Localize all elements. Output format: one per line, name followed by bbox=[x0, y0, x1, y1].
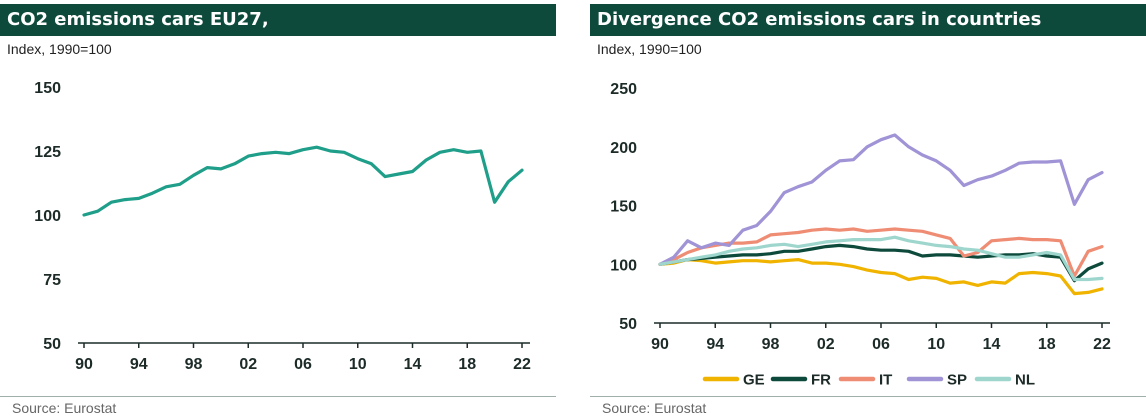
source-note: Source: Eurostat bbox=[12, 400, 117, 416]
source-divider bbox=[0, 396, 556, 397]
x-tick-label: 02 bbox=[239, 356, 257, 373]
y-tick-label: 100 bbox=[34, 208, 61, 225]
y-tick-label: 100 bbox=[610, 257, 637, 274]
line-chart-eu27: 50 75 100 125 150 90 94 98 02 06 10 14 18 22 bbox=[34, 80, 531, 373]
chart-panel-eu27: CO2 emissions cars EU27, Index, 1990=100… bbox=[0, 0, 556, 420]
y-tick-label: 75 bbox=[43, 272, 61, 289]
x-tick-label: 98 bbox=[762, 336, 780, 353]
source-divider bbox=[590, 396, 1146, 397]
x-tick-label: 14 bbox=[983, 336, 1001, 353]
legend-label-ge: GE bbox=[743, 372, 765, 389]
x-tick-label: 06 bbox=[294, 356, 312, 373]
legend-label-sp: SP bbox=[947, 372, 967, 389]
x-tick-label: 90 bbox=[75, 356, 93, 373]
y-tick-label: 50 bbox=[619, 316, 637, 333]
y-tick-label: 150 bbox=[610, 199, 637, 216]
x-tick-label: 06 bbox=[872, 336, 890, 353]
x-tick-label: 22 bbox=[513, 356, 531, 373]
x-tick-label: 18 bbox=[458, 356, 476, 373]
x-tick-label: 94 bbox=[706, 336, 724, 353]
legend-label-nl: NL bbox=[1015, 372, 1035, 389]
chart-title-bar: CO2 emissions cars EU27, bbox=[0, 4, 556, 36]
y-tick-label: 200 bbox=[610, 140, 637, 157]
legend-label-it: IT bbox=[879, 372, 892, 389]
x-tick-label: 22 bbox=[1093, 336, 1111, 353]
chart-title-bar: Divergence CO2 emissions cars in countri… bbox=[590, 4, 1146, 36]
series-line-sp bbox=[658, 133, 1104, 266]
x-tick-label: 10 bbox=[349, 356, 367, 373]
x-tick-label: 14 bbox=[404, 356, 422, 373]
chart-title: Divergence CO2 emissions cars in countri… bbox=[597, 9, 1042, 30]
x-tick-label: 02 bbox=[817, 336, 835, 353]
series-line-it bbox=[658, 227, 1104, 278]
series-line-ge bbox=[658, 258, 1104, 296]
x-tick-label: 10 bbox=[927, 336, 945, 353]
y-tick-label: 125 bbox=[34, 144, 61, 161]
x-tick-label: 18 bbox=[1038, 336, 1056, 353]
series-line-eu27 bbox=[82, 145, 524, 217]
series-line-nl bbox=[658, 235, 1104, 282]
x-tick-label: 94 bbox=[130, 356, 148, 373]
chart-panel-countries: Divergence CO2 emissions cars in countri… bbox=[590, 0, 1146, 420]
x-tick-label: 98 bbox=[185, 356, 203, 373]
line-chart-countries: 50 100 150 200 250 90 94 98 02 06 10 14 18 22 GE FR IT SP… bbox=[610, 81, 1111, 389]
y-axis-label: Index, 1990=100 bbox=[597, 41, 702, 57]
y-tick-label: 250 bbox=[610, 81, 637, 98]
legend-label-fr: FR bbox=[811, 372, 831, 389]
y-tick-label: 50 bbox=[43, 336, 61, 353]
x-tick-label: 90 bbox=[651, 336, 669, 353]
y-tick-label: 150 bbox=[34, 80, 61, 97]
chart-title: CO2 emissions cars EU27, bbox=[7, 9, 269, 30]
source-note: Source: Eurostat bbox=[602, 400, 707, 416]
y-axis-label: Index, 1990=100 bbox=[7, 41, 112, 57]
